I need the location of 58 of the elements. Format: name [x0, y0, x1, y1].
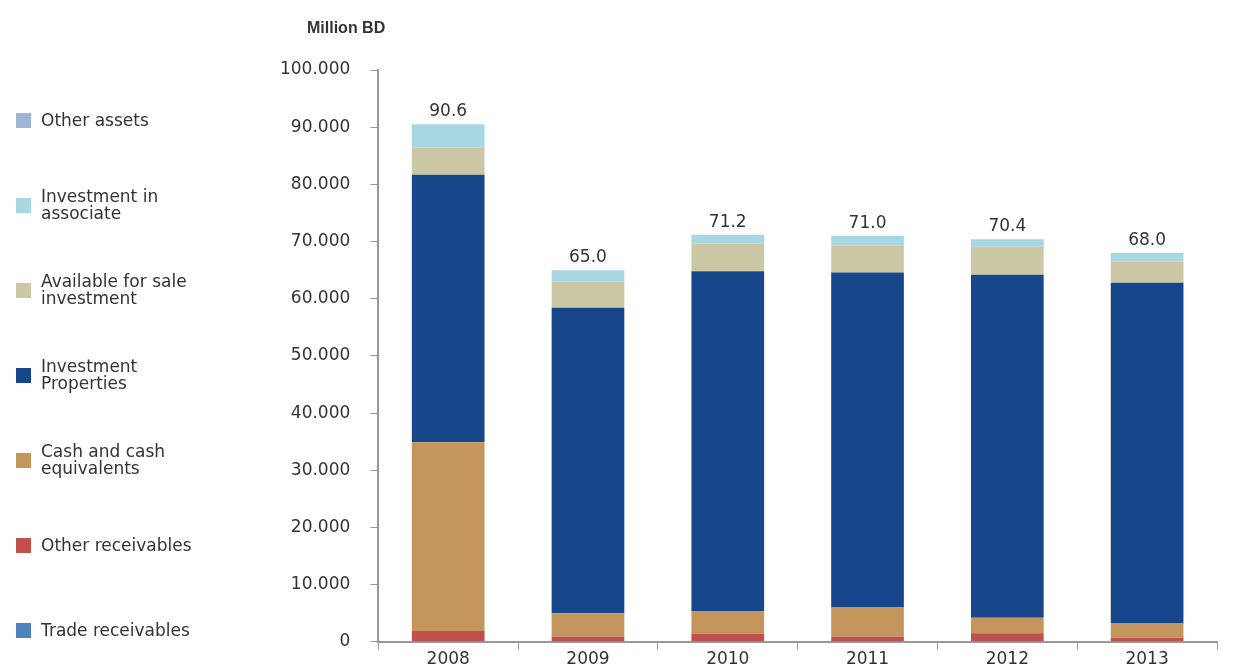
- y-tick-label: 60.000: [290, 287, 351, 308]
- legend-label: Investment Properties: [41, 356, 139, 393]
- x-tick-label: 2013: [1125, 648, 1169, 669]
- bar: [1110, 252, 1184, 262]
- total-label: 71.0: [848, 211, 887, 232]
- bar: [831, 245, 904, 273]
- total-label: 68.0: [1128, 228, 1167, 249]
- x-tick-label: 2012: [985, 648, 1029, 669]
- x-tick-label: 2010: [706, 648, 750, 669]
- bar: [970, 617, 1044, 634]
- y-tick-label: 20.000: [290, 515, 351, 536]
- y-tick-label: 100.000: [279, 58, 351, 79]
- bar: [691, 243, 765, 272]
- bar: [691, 633, 765, 642]
- x-tick-label: 2009: [566, 648, 610, 669]
- y-tick-label: 70.000: [290, 229, 351, 250]
- legend-label: Investment in associate: [41, 186, 160, 223]
- y-tick-label: 30.000: [290, 458, 351, 479]
- legend-label: Cash and cash equivalents: [41, 441, 167, 478]
- bar: [411, 174, 485, 443]
- bar: [970, 633, 1044, 642]
- bar: [551, 270, 625, 282]
- legend-label: Other assets: [41, 109, 150, 130]
- bar: [1110, 282, 1184, 624]
- total-label: 71.2: [708, 210, 747, 231]
- total-label: 65.0: [569, 246, 607, 267]
- legend-label: Trade receivables: [41, 619, 191, 640]
- total-label: 70.4: [988, 215, 1027, 236]
- y-tick-label: 80.000: [290, 172, 351, 193]
- x-tick-label: 2011: [845, 648, 890, 669]
- bar: [411, 124, 485, 148]
- y-tick-label: 50.000: [290, 344, 351, 365]
- y-tick-label: 90.000: [290, 115, 351, 136]
- y-tick-label: 10.000: [290, 573, 351, 594]
- bar: [691, 271, 765, 611]
- x-tick-label: 2008: [426, 648, 470, 669]
- bar: [691, 234, 765, 244]
- bar: [551, 307, 625, 614]
- bar: [551, 281, 625, 308]
- bar: [551, 613, 625, 637]
- bar: [1110, 261, 1184, 283]
- bar: [970, 246, 1044, 275]
- bar: [831, 272, 904, 608]
- bar: [970, 239, 1044, 247]
- bar: [1110, 623, 1184, 638]
- bar: [831, 235, 904, 246]
- legend-label: Available for sale investment: [41, 271, 188, 308]
- bar: [831, 607, 904, 637]
- y-axis-title: Million BD: [307, 19, 386, 37]
- bar: [970, 274, 1044, 618]
- y-tick-label: 40.000: [290, 401, 351, 422]
- bar: [691, 610, 765, 634]
- legend-label: Other receivables: [41, 534, 193, 555]
- y-tick-label: 0: [339, 630, 351, 651]
- bar: [411, 147, 485, 175]
- total-label: 90.6: [429, 100, 468, 121]
- bar: [411, 630, 485, 642]
- bar: [411, 442, 485, 631]
